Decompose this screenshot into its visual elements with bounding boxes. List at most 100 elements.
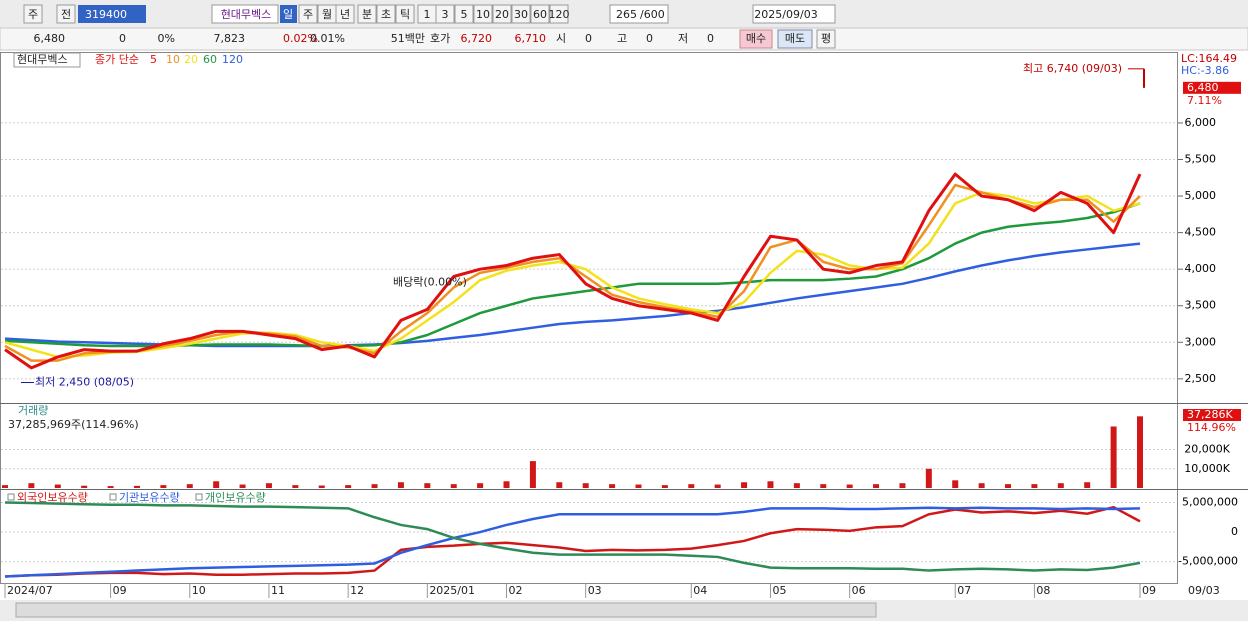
volume-bar	[767, 481, 774, 488]
volume-bar	[1031, 484, 1038, 488]
current-price-box	[1183, 81, 1241, 94]
toolbar-label[interactable]: 3	[442, 8, 449, 21]
volume-bar	[793, 483, 800, 488]
y-tick-label: 20,000K	[1184, 443, 1230, 456]
toolbar-btn[interactable]	[56, 4, 76, 24]
volume-bar	[661, 485, 668, 488]
name-box[interactable]	[211, 4, 279, 24]
toolbar-btn[interactable]	[492, 4, 512, 24]
legend-entry: 기관보유수량	[119, 491, 180, 504]
toolbar-btn[interactable]	[395, 4, 415, 24]
legend-title: 현대무벡스	[17, 53, 68, 66]
info-value: 저	[678, 32, 688, 45]
toolbar-label[interactable]: 5	[461, 8, 468, 21]
x-tick-label: 10	[192, 584, 206, 597]
volume-bar	[925, 468, 932, 488]
toolbar-label[interactable]: 월	[322, 8, 332, 21]
x-tick-label: 06	[852, 584, 866, 597]
toolbar-btn[interactable]	[335, 4, 355, 24]
toolbar-label[interactable]: 120	[549, 8, 570, 21]
toolbar-btn[interactable]	[23, 4, 43, 24]
info-value: 6,720	[461, 32, 493, 45]
toolbar-label[interactable]: 틱	[400, 8, 410, 21]
volume-bar	[1137, 416, 1143, 488]
info-value[interactable]: 매수	[746, 32, 766, 45]
toolbar-label[interactable]: 초	[381, 8, 391, 21]
scroll-thumb[interactable]	[15, 602, 877, 618]
toolbar-label[interactable]: 분	[362, 8, 372, 21]
toolbar-btn[interactable]	[435, 4, 455, 24]
annotation: 최저 2,450 (08/05)	[35, 376, 134, 389]
volume-bar	[2, 485, 8, 488]
legend-title-box	[13, 52, 81, 68]
code-input[interactable]	[78, 5, 146, 23]
x-tick-label: 02	[509, 584, 523, 597]
y-tick-label: -5,000,000	[1178, 555, 1238, 568]
volume-bar	[397, 482, 404, 488]
avg-btn[interactable]	[816, 29, 836, 49]
legend-swatch	[195, 493, 203, 501]
panel-subtitle: 37,285,969주(114.96%)	[8, 418, 139, 431]
volume-bar	[477, 483, 484, 488]
toolbar-btn[interactable]	[530, 4, 550, 24]
volume-bar	[635, 484, 642, 488]
toolbar-label[interactable]: 일	[283, 7, 293, 21]
volume-bar	[609, 484, 616, 488]
x-tick-label: 03	[588, 584, 602, 597]
sell-btn[interactable]	[777, 29, 813, 49]
toolbar-label[interactable]: 전	[61, 8, 71, 21]
info-value[interactable]: 매도	[785, 32, 805, 45]
volume-bar	[133, 485, 140, 488]
y-tick-label: 3,000	[1185, 335, 1217, 348]
toolbar-label[interactable]: 현대무벡스	[221, 8, 272, 21]
toolbar-btn[interactable]	[357, 4, 377, 24]
volume-bar	[820, 484, 827, 488]
volume-bar	[1084, 482, 1091, 488]
date-box[interactable]	[752, 4, 836, 24]
volume-bar	[54, 484, 61, 488]
volume-bar	[556, 482, 563, 488]
legend-entry: 5	[150, 53, 157, 66]
toolbar-label[interactable]: 년	[340, 8, 350, 21]
toolbar-label[interactable]: 1	[424, 8, 431, 21]
toolbar-label[interactable]: 60	[533, 8, 547, 21]
ma-line	[4, 172, 1142, 370]
toolbar-btn[interactable]	[454, 4, 474, 24]
annotation: 최고 6,740 (09/03)	[1023, 62, 1122, 75]
count-box[interactable]	[609, 4, 669, 24]
toolbar-btn[interactable]	[376, 4, 396, 24]
volume-bar	[741, 482, 748, 488]
volume-bar	[1057, 483, 1064, 488]
toolbar-label[interactable]: 319400	[85, 8, 127, 21]
legend-entry: 개인보유수량	[205, 491, 266, 504]
toolbar-label[interactable]: 265	[616, 8, 637, 21]
volume-bar	[1005, 484, 1012, 488]
buy-btn[interactable]	[739, 29, 773, 49]
toolbar-label[interactable]: 10	[476, 8, 490, 21]
period-btn-active[interactable]	[280, 5, 297, 23]
toolbar-btn[interactable]	[473, 4, 493, 24]
x-tick-label: 08	[1036, 584, 1050, 597]
volume-bar	[873, 484, 880, 488]
y-tick-label: 6,000	[1185, 116, 1217, 129]
x-tick-label: 12	[350, 584, 364, 597]
volume-bar	[846, 484, 853, 488]
volume-bar	[81, 485, 88, 488]
y-tick-label: 2,500	[1185, 372, 1217, 385]
toolbar-label[interactable]: 20	[495, 8, 509, 21]
legend-entry: 120	[222, 53, 243, 66]
volume-bar	[186, 484, 193, 488]
toolbar-label[interactable]: 2025/09/03	[754, 8, 817, 21]
toolbar-label[interactable]: 주	[28, 8, 38, 21]
toolbar-label[interactable]: 30	[514, 8, 528, 21]
toolbar-btn[interactable]	[511, 4, 531, 24]
info-value[interactable]: 평	[821, 32, 831, 45]
toolbar-btn[interactable]	[298, 4, 318, 24]
y-tick-label: 5,000	[1185, 189, 1217, 202]
toolbar-btn[interactable]	[549, 4, 569, 24]
volume-bar	[978, 483, 985, 488]
toolbar-label[interactable]: 주	[303, 8, 313, 21]
toolbar-label[interactable]: /600	[640, 8, 665, 21]
y-tick-label: 5,500	[1185, 152, 1217, 165]
